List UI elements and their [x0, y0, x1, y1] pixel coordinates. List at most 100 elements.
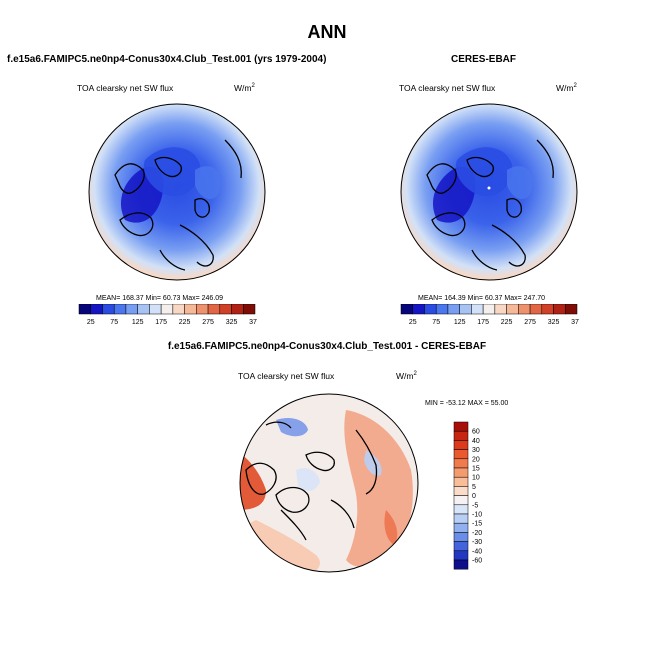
- main-title: ANN: [307, 22, 347, 42]
- panel2-variable: TOA clearsky net SW flux: [399, 83, 496, 93]
- panel1-colorbar-label: 175: [155, 319, 167, 326]
- panel3-colorbar-box: [453, 541, 469, 552]
- panel3-boundary: [239, 393, 419, 573]
- panel3-colorbar-label: -15: [472, 521, 482, 528]
- panel2-colorbar-box: [459, 304, 472, 315]
- panel2-colorbar-box: [565, 304, 578, 315]
- panel2-colorbar-box: [400, 304, 413, 315]
- panel3-variable: TOA clearsky net SW flux: [238, 371, 335, 381]
- panel1-stats: MEAN= 168.37 Min= 60.73 Max= 246.09: [96, 295, 224, 302]
- panel1-colorbar-box: [196, 304, 209, 315]
- panel2-colorbar-box: [471, 304, 484, 315]
- panel1-colorbar-box: [90, 304, 103, 315]
- panel1-boundary: [88, 103, 266, 281]
- panel3-colorbar-box: [453, 550, 469, 561]
- panel3-colorbar-box: [453, 421, 469, 432]
- panel3-colorbar-box: [453, 458, 469, 469]
- panel1-colorbar-label: 325: [226, 319, 238, 326]
- panel1-polar-map: [88, 103, 266, 281]
- panel2-colorbar-box: [447, 304, 460, 315]
- panel1-colorbar-box: [125, 304, 138, 315]
- panel1-colorbar-box: [172, 304, 185, 315]
- panel3-colorbar-label: 10: [472, 475, 480, 482]
- panel3-colorbar-label: -10: [472, 512, 482, 519]
- panel3-colorbar-box: [453, 504, 469, 515]
- panel2-colorbar-box: [529, 304, 543, 315]
- panel1-title: f.e15a6.FAMIPC5.ne0np4-Conus30x4.Club_Te…: [7, 54, 327, 65]
- panel2-colorbar-label: 125: [454, 319, 466, 326]
- panel1-colorbar-box: [207, 304, 221, 315]
- panel2-stats: MEAN= 164.39 Min= 60.37 Max= 247.70: [418, 295, 546, 302]
- panel2-colorbar-box: [482, 304, 496, 315]
- panel1-coastlines: [114, 139, 242, 271]
- panel2-colorbar-box: [435, 304, 449, 315]
- panel1-colorbar-box: [113, 304, 127, 315]
- panel3-stats: MIN = -53.12 MAX = 55.00: [425, 400, 509, 407]
- panel2-colorbar-box: [518, 304, 531, 315]
- panel3-colorbar-label: -60: [472, 558, 482, 565]
- panel1-colorbar-label: 275: [202, 319, 214, 326]
- panel3-title: f.e15a6.FAMIPC5.ne0np4-Conus30x4.Club_Te…: [167, 341, 487, 352]
- panel1-colorbar-box: [137, 304, 150, 315]
- panel1-units: W/m2: [234, 83, 255, 93]
- panel3-colorbar-box: [453, 440, 469, 450]
- panel1-colorbar-box: [149, 304, 162, 315]
- panel2-colorbar-label: 275: [524, 319, 536, 326]
- panel3-colorbar-label: -40: [472, 548, 482, 555]
- panel1-variable: TOA clearsky net SW flux: [77, 83, 174, 93]
- panel2-colorbar-label: 325: [548, 319, 560, 326]
- panel3-colorbar-box: [453, 559, 469, 570]
- panel3-colorbar-label: -30: [472, 539, 482, 546]
- panel3-colorbar-label: -20: [472, 530, 482, 537]
- panel2-colorbar-box: [424, 304, 437, 315]
- panel3-colorbar-label: -5: [472, 502, 478, 509]
- panel3-polar-map: [239, 393, 419, 573]
- panel2-polar-map: [400, 103, 578, 281]
- panel1-colorbar-label: 25: [87, 319, 95, 326]
- panel2-colorbar-box: [553, 304, 566, 315]
- panel3-colorbar-box: [453, 522, 469, 533]
- panel1-colorbar-box: [184, 304, 197, 315]
- panel2-colorbar: 25 75 125 175 225 275 325 375: [400, 304, 579, 326]
- panel3-colorbar-box: [453, 430, 469, 441]
- panel2-colorbar-label: 175: [477, 319, 489, 326]
- panel2-boundary: [400, 103, 578, 281]
- panel2-title: CERES-EBAF: [451, 54, 517, 65]
- panel3-units: W/m2: [396, 371, 417, 381]
- panel3-colorbar-box: [453, 513, 469, 524]
- panel3-colorbar-label: 15: [472, 466, 480, 473]
- panel2-colorbar-label: 225: [501, 319, 513, 326]
- panel3-colorbar-label: 20: [472, 456, 480, 463]
- panel1-colorbar-box: [231, 304, 244, 315]
- panel2-colorbar-box: [541, 304, 554, 315]
- panel1-colorbar: 25 75 125 175 225 275 325 375: [78, 304, 257, 326]
- panel3-colorbar-box: [453, 486, 469, 496]
- panel2-colorbar-label: 375: [571, 319, 579, 326]
- panel3-colorbar-label: 40: [472, 438, 480, 445]
- panel3-colorbar-label: 0: [472, 493, 476, 500]
- panel1-colorbar-label: 75: [110, 319, 118, 326]
- panel3-colorbar: 60 40 30 20 15 10 5 0 -5 -10 -15 -20 -30 -40 -60: [453, 421, 482, 570]
- panel1-colorbar-box: [160, 304, 174, 315]
- panel1-colorbar-label: 225: [179, 319, 191, 326]
- panel3-colorbar-box: [453, 449, 469, 460]
- panel2-colorbar-label: 25: [409, 319, 417, 326]
- panel1-colorbar-box: [102, 304, 115, 315]
- panel2-coastlines: [426, 139, 554, 271]
- panel3-colorbar-box: [453, 476, 469, 487]
- panel2-colorbar-box: [412, 304, 425, 315]
- panel2-colorbar-box: [506, 304, 519, 315]
- panel1-colorbar-box: [78, 304, 91, 315]
- panel3-colorbar-box: [453, 467, 469, 478]
- panel1-colorbar-box: [243, 304, 256, 315]
- panel2-colorbar-box: [494, 304, 507, 315]
- panel3-colorbar-label: 60: [472, 429, 480, 436]
- panel3-colorbar-box: [453, 495, 469, 506]
- panel1-colorbar-box: [219, 304, 232, 315]
- panel3-colorbar-box: [453, 532, 469, 542]
- panel2-units: W/m2: [556, 83, 577, 93]
- panel3-colorbar-label: 5: [472, 484, 476, 491]
- panel2-colorbar-label: 75: [432, 319, 440, 326]
- panel3-coastlines: [245, 421, 378, 541]
- panel1-colorbar-label: 125: [132, 319, 144, 326]
